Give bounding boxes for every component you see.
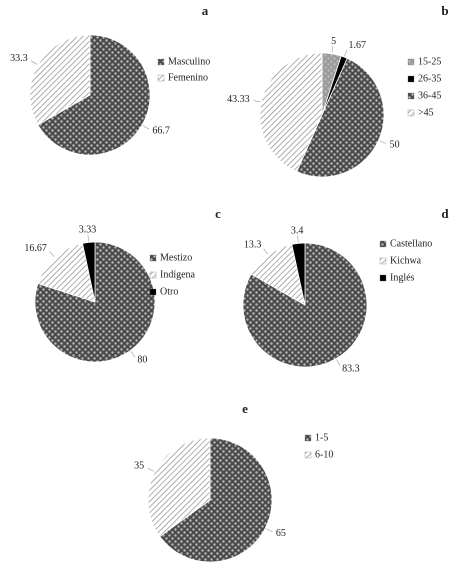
value-label: 33.3 [10, 53, 28, 64]
value-label: 5 [331, 36, 336, 47]
legend-swatch [149, 288, 157, 296]
legend-label: Otro [160, 286, 178, 297]
legend-swatch [407, 58, 415, 66]
legend-label: 36-45 [418, 90, 441, 101]
legend-swatch [407, 92, 415, 100]
value-label: 13.3 [244, 240, 262, 251]
leader-line [336, 359, 341, 366]
leader-line [142, 125, 150, 130]
legend-swatch [379, 240, 387, 248]
legend-label: 1-5 [315, 432, 328, 443]
value-label: 65 [276, 528, 286, 539]
leader-line [253, 100, 261, 103]
leader-line [344, 49, 348, 57]
pie-slice [147, 437, 211, 538]
leader-line [87, 234, 89, 242]
legend-label: Inglés [390, 272, 415, 283]
value-label: 3.4 [291, 226, 304, 237]
leader-line [265, 528, 273, 533]
chart-title: d [441, 206, 449, 221]
legend-label: 15-25 [418, 56, 441, 67]
value-label: 80 [137, 355, 147, 366]
legend-swatch [407, 75, 415, 83]
chart-title: a [202, 3, 209, 18]
pie-slice [34, 241, 156, 363]
legend-swatch [157, 58, 165, 66]
leader-line [331, 45, 334, 53]
legend-label: Femenino [168, 72, 208, 83]
pie-slice [82, 241, 96, 303]
leader-line [130, 351, 136, 358]
pie-slice [296, 57, 385, 178]
leader-line [30, 60, 38, 65]
legend-label: Mestizo [160, 252, 192, 263]
value-label: 3.33 [79, 225, 97, 236]
legend-label: Castellano [390, 238, 432, 249]
legend-label: Masculino [168, 56, 210, 67]
value-label: 66.7 [152, 125, 170, 136]
value-label: 50 [390, 139, 400, 150]
legend-label: >45 [418, 107, 434, 118]
chart-title: c [215, 206, 221, 221]
pie-slice [29, 34, 91, 126]
legend-swatch [379, 274, 387, 282]
leader-line [147, 467, 155, 472]
chart-title: b [441, 3, 448, 18]
pie-slice [37, 242, 96, 303]
leader-line [297, 235, 299, 243]
legend-swatch [157, 74, 165, 82]
leader-line [49, 251, 55, 257]
leader-line [263, 248, 269, 255]
pie-slice [291, 242, 306, 306]
legend-swatch [149, 254, 157, 262]
value-label: 83.3 [342, 363, 360, 374]
legend-swatch [304, 451, 312, 459]
legend-swatch [407, 109, 415, 117]
pie-slice [37, 34, 151, 156]
pie-slice [259, 52, 323, 173]
legend-label: Indígena [160, 269, 196, 280]
value-label: 35 [134, 461, 144, 472]
value-label: 16.67 [24, 243, 47, 254]
value-label: 43.33 [227, 94, 250, 105]
value-label: 1.67 [349, 40, 367, 51]
leader-line [379, 140, 387, 144]
legend-label: 26-35 [418, 73, 441, 84]
chart-title: e [242, 401, 248, 416]
pie-slice [159, 437, 273, 563]
legend-swatch [149, 271, 157, 279]
legend-swatch [304, 434, 312, 442]
legend-label: Kichwa [390, 255, 422, 266]
legend-swatch [379, 257, 387, 265]
legend-label: 6-10 [315, 449, 333, 460]
